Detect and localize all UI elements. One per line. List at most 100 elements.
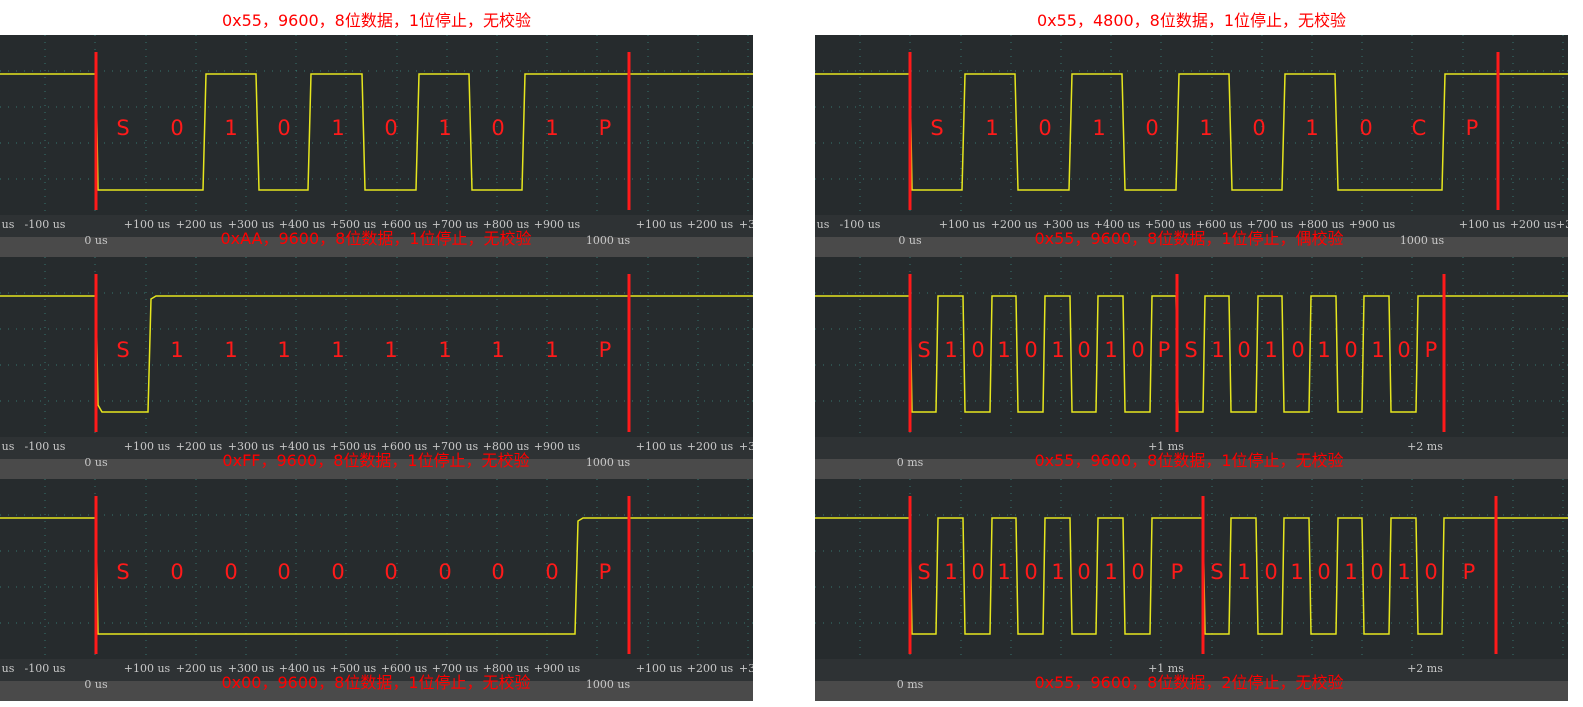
bit-label: S <box>917 338 930 362</box>
scope-screen <box>815 35 1568 215</box>
bit-label: 1 <box>438 116 451 140</box>
bit-label: 1 <box>944 560 957 584</box>
bit-label: S <box>116 560 129 584</box>
grid <box>0 257 753 437</box>
grid <box>815 479 1568 659</box>
tick-strip <box>815 659 1568 681</box>
tick-label: -100 us <box>25 218 66 231</box>
bit-labels: S 0 0 0 0 0 0 0 0 P <box>116 560 611 584</box>
bit-label: 1 <box>1397 560 1410 584</box>
tick-label: +1 ms <box>1148 440 1184 453</box>
mid-time-label: 1000 us <box>1400 234 1445 247</box>
bit-label: 0 <box>384 116 397 140</box>
tick-label: +200 us <box>1510 218 1557 231</box>
bit-label: C <box>1412 116 1427 140</box>
tick-label: +200 us <box>991 218 1038 231</box>
tick-label: +3 <box>739 662 753 675</box>
zero-time-label: 0 us <box>84 234 108 247</box>
tick-label: +300 us <box>228 218 275 231</box>
panel-caption: 0x55，9600，8位数据，1位停止，偶校验 <box>1034 229 1343 248</box>
bit-label: 0 <box>331 560 344 584</box>
bit-label: 0 <box>1359 116 1372 140</box>
tick-label: +900 us <box>534 218 581 231</box>
bit-label: 1 <box>331 116 344 140</box>
tick-label: +600 us <box>381 662 428 675</box>
axis-bar <box>815 681 1568 701</box>
tick-label: us <box>2 440 15 453</box>
bit-label: 0 <box>1237 338 1250 362</box>
tick-label: +400 us <box>279 218 326 231</box>
tick-label: +500 us <box>330 218 377 231</box>
column-title-right: 0x55，4800，8位数据，1位停止，无校验 <box>1036 11 1347 30</box>
bit-label: 0 <box>438 560 451 584</box>
bit-label: P <box>1425 338 1438 362</box>
bit-label: S <box>930 116 943 140</box>
bit-labels: S 1 0 1 0 1 0 1 0 P S 1 0 1 0 1 0 1 0 P <box>917 338 1437 362</box>
bit-labels: S 1 0 1 0 1 0 1 0 P S 1 0 1 0 1 0 1 0 P <box>917 560 1475 584</box>
tick-label: +200 us <box>687 218 734 231</box>
tick-strip <box>0 437 753 459</box>
signal-trace <box>0 73 753 191</box>
tick-label: -100 us <box>25 440 66 453</box>
bit-label: S <box>116 116 129 140</box>
bit-label: 1 <box>1290 560 1303 584</box>
bit-label: 0 <box>277 560 290 584</box>
bit-label: 0 <box>1038 116 1051 140</box>
tick-label: +3 <box>739 218 753 231</box>
bit-label: 1 <box>1051 560 1064 584</box>
tick-label: +900 us <box>1349 218 1396 231</box>
time-axis-ticks: us -100 us +100 us +200 us +300 us +400 … <box>2 218 753 231</box>
bit-label: 0 <box>384 560 397 584</box>
scope-screen <box>0 479 753 659</box>
tick-label: -100 us <box>25 662 66 675</box>
tick-strip <box>0 659 753 681</box>
zero-time-label: 0 ms <box>897 456 924 469</box>
bit-label: 0 <box>1317 560 1330 584</box>
tick-label: +200 us <box>687 662 734 675</box>
time-axis-ticks: us -100 us +100 us +200 us +300 us +400 … <box>2 662 753 675</box>
tick-label: +900 us <box>534 662 581 675</box>
tick-label: +600 us <box>1196 218 1243 231</box>
tick-label: +200 us <box>176 440 223 453</box>
bit-label: 0 <box>277 116 290 140</box>
bit-label: 1 <box>277 338 290 362</box>
tick-strip <box>0 215 753 237</box>
bit-label: 0 <box>1131 560 1144 584</box>
tick-label: +700 us <box>432 440 479 453</box>
bit-label: 0 <box>545 560 558 584</box>
tick-label: +100 us <box>636 218 683 231</box>
tick-label: +300 us <box>228 662 275 675</box>
bit-label: 1 <box>224 116 237 140</box>
scope-panel-0xFF-9600: S 0 0 0 0 0 0 0 0 P us -100 us +100 us +… <box>0 479 753 701</box>
scope-display: S 1 0 1 0 1 0 1 0 P S 1 0 1 0 1 0 1 0 P … <box>815 479 1568 701</box>
bit-label: 1 <box>1104 560 1117 584</box>
scope-panel-0x55-1-stop: S 1 0 1 0 1 0 1 0 P S 1 0 1 0 1 0 1 0 P … <box>815 479 1568 701</box>
tick-label: us <box>817 218 830 231</box>
scope-panel-0x55-4800: S 1 0 1 0 1 0 1 0 C P us -100 us +100 us… <box>815 35 1568 257</box>
scope-panel-0x55-9600: S 0 1 0 1 0 1 0 1 P us -100 us +100 us +… <box>0 35 753 257</box>
grid <box>0 35 753 215</box>
zero-time-label: 0 ms <box>897 678 924 691</box>
time-axis-ticks: us -100 us +100 us +200 us +300 us +400 … <box>817 218 1568 231</box>
bit-label: 0 <box>1077 560 1090 584</box>
tick-label: +200 us <box>176 662 223 675</box>
bit-label: 0 <box>1145 116 1158 140</box>
bit-label: 0 <box>1397 338 1410 362</box>
bit-label: P <box>599 338 612 362</box>
zero-time-label: 0 us <box>84 456 108 469</box>
bit-label: 0 <box>1291 338 1304 362</box>
axis-bar <box>0 459 753 479</box>
tick-label: +3 <box>1556 218 1568 231</box>
bit-label: 0 <box>1077 338 1090 362</box>
bit-label: 0 <box>170 560 183 584</box>
bit-label: 1 <box>1305 116 1318 140</box>
bit-label: 0 <box>1424 560 1437 584</box>
bit-label: 1 <box>997 338 1010 362</box>
tick-label: +600 us <box>381 440 428 453</box>
tick-label: +800 us <box>483 440 530 453</box>
signal-trace <box>815 73 1568 191</box>
bit-label: 0 <box>1252 116 1265 140</box>
bit-label: 0 <box>491 116 504 140</box>
bit-label: 0 <box>491 560 504 584</box>
grid <box>0 479 753 659</box>
